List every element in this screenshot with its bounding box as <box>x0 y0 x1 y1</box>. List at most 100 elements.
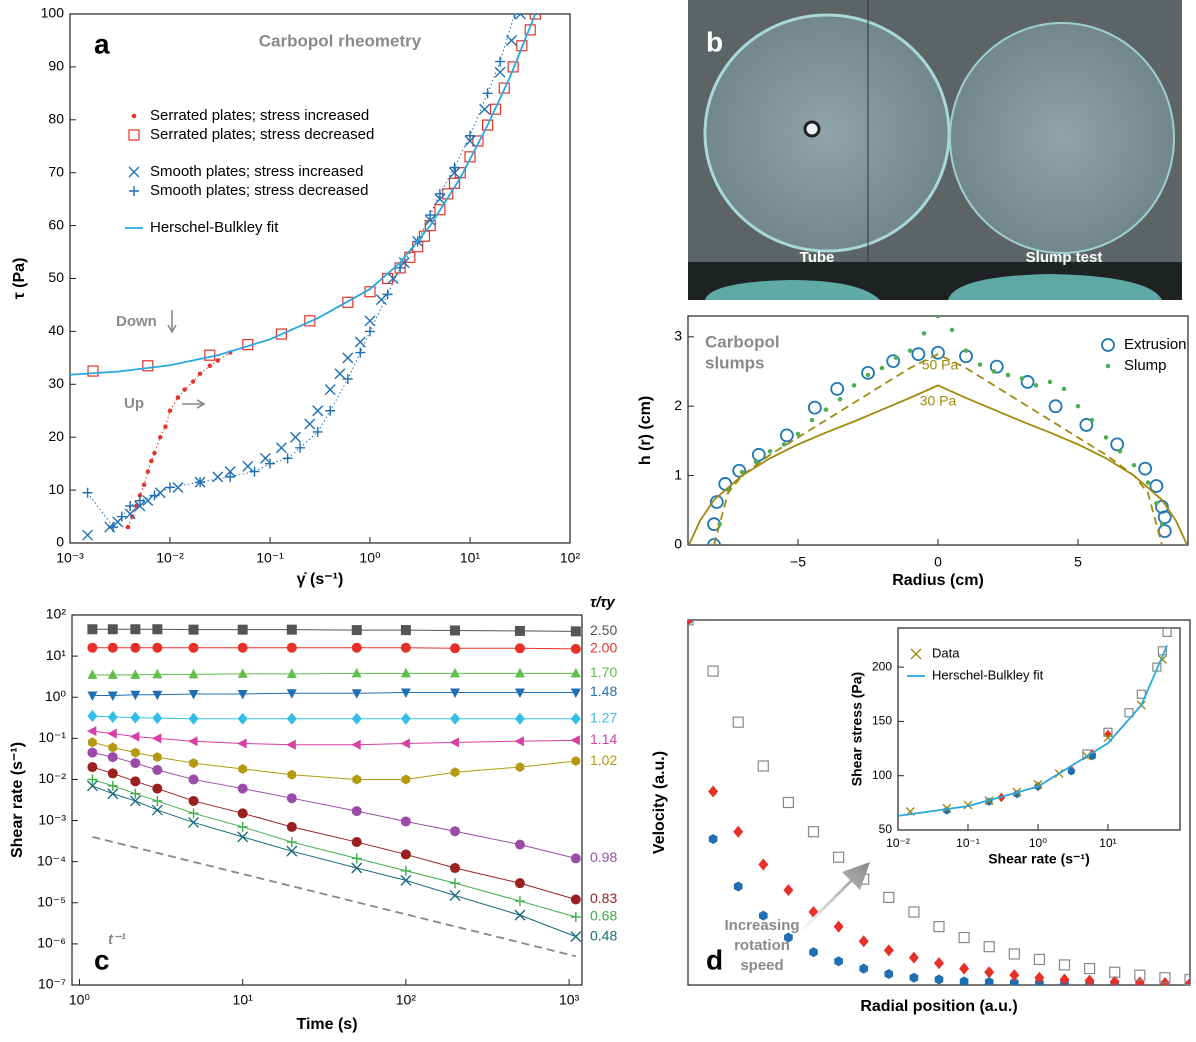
point <box>325 405 336 416</box>
point <box>189 758 198 769</box>
point <box>87 691 98 702</box>
series-label: 1.02 <box>590 752 617 768</box>
connector <box>92 778 576 918</box>
x-tick-label: 10⁰ <box>69 992 91 1008</box>
point <box>1124 708 1134 718</box>
point <box>365 326 375 337</box>
point <box>287 769 297 780</box>
annotation: speed <box>740 957 783 974</box>
point <box>354 336 366 348</box>
point <box>342 374 353 385</box>
point <box>464 151 476 163</box>
point <box>450 688 461 699</box>
point <box>506 34 517 46</box>
plot-frame <box>69 13 571 544</box>
y-axis-label: Shear rate (s⁻¹) <box>9 742 26 858</box>
point <box>570 853 581 864</box>
point <box>514 625 525 636</box>
point <box>107 788 119 800</box>
line <box>92 836 577 958</box>
point <box>188 624 199 635</box>
series-label: 0.48 <box>590 927 617 943</box>
point <box>163 424 168 429</box>
point <box>334 368 346 380</box>
point <box>514 736 524 747</box>
point <box>137 493 143 498</box>
x-tick-label: 10² <box>396 992 417 1008</box>
y-tick-label: 100 <box>41 5 65 21</box>
point <box>1075 403 1081 409</box>
point <box>265 458 275 469</box>
point <box>312 426 323 437</box>
point <box>400 738 410 749</box>
point <box>351 689 362 699</box>
point <box>290 431 302 443</box>
point <box>86 780 98 792</box>
point <box>286 642 297 653</box>
point <box>911 347 926 362</box>
point <box>934 957 944 970</box>
y-tick-label: 0 <box>56 534 64 550</box>
point <box>1109 975 1120 985</box>
point <box>224 466 236 478</box>
y-tick-label: 90 <box>48 58 64 74</box>
point <box>570 626 581 637</box>
point <box>425 210 436 221</box>
legend-label: Herschel-Bulkley fit <box>932 667 1044 682</box>
point <box>983 941 995 953</box>
point <box>833 920 844 933</box>
photo-caption: Slump test <box>1026 249 1103 266</box>
point <box>395 262 406 273</box>
point <box>807 826 820 838</box>
point <box>465 130 475 141</box>
point <box>237 808 248 819</box>
series-label: 1.48 <box>590 683 617 699</box>
point <box>1034 971 1045 984</box>
point <box>400 816 411 827</box>
point <box>434 188 445 199</box>
point <box>977 362 983 367</box>
point <box>921 331 927 336</box>
point <box>515 14 527 20</box>
point <box>107 711 118 724</box>
slump-profile <box>948 274 1162 300</box>
x-axis-label: γ̇ (s⁻¹) <box>297 571 344 588</box>
series-area <box>86 624 582 958</box>
point <box>87 624 98 635</box>
point <box>188 642 199 653</box>
point <box>908 906 920 918</box>
point <box>963 800 973 810</box>
y-tick-label: 10⁻⁵ <box>37 893 66 909</box>
point <box>1033 383 1039 388</box>
point <box>739 469 745 475</box>
point <box>1019 376 1025 381</box>
series-area <box>688 316 1188 545</box>
annotation-arrow <box>167 310 177 334</box>
point <box>991 369 997 374</box>
point <box>351 625 362 636</box>
point <box>375 294 387 306</box>
point <box>188 712 199 725</box>
y-tick-label: 50 <box>48 269 64 285</box>
point <box>709 495 724 509</box>
annotation: Up <box>124 395 144 412</box>
point <box>570 643 581 654</box>
point <box>1020 375 1035 389</box>
point <box>87 762 98 773</box>
point <box>195 477 206 488</box>
point <box>570 912 581 923</box>
slump-disc <box>949 22 1175 254</box>
y-tick-label: 1 <box>674 466 682 482</box>
y-tick-label: 80 <box>48 111 64 127</box>
point <box>1184 973 1190 985</box>
point <box>237 831 249 843</box>
point <box>1159 972 1171 984</box>
speed-arrow <box>800 862 870 932</box>
point <box>489 103 502 115</box>
legend-marker <box>1101 338 1115 352</box>
point <box>837 397 843 402</box>
point <box>400 865 411 876</box>
point <box>107 728 117 739</box>
point <box>158 434 163 440</box>
